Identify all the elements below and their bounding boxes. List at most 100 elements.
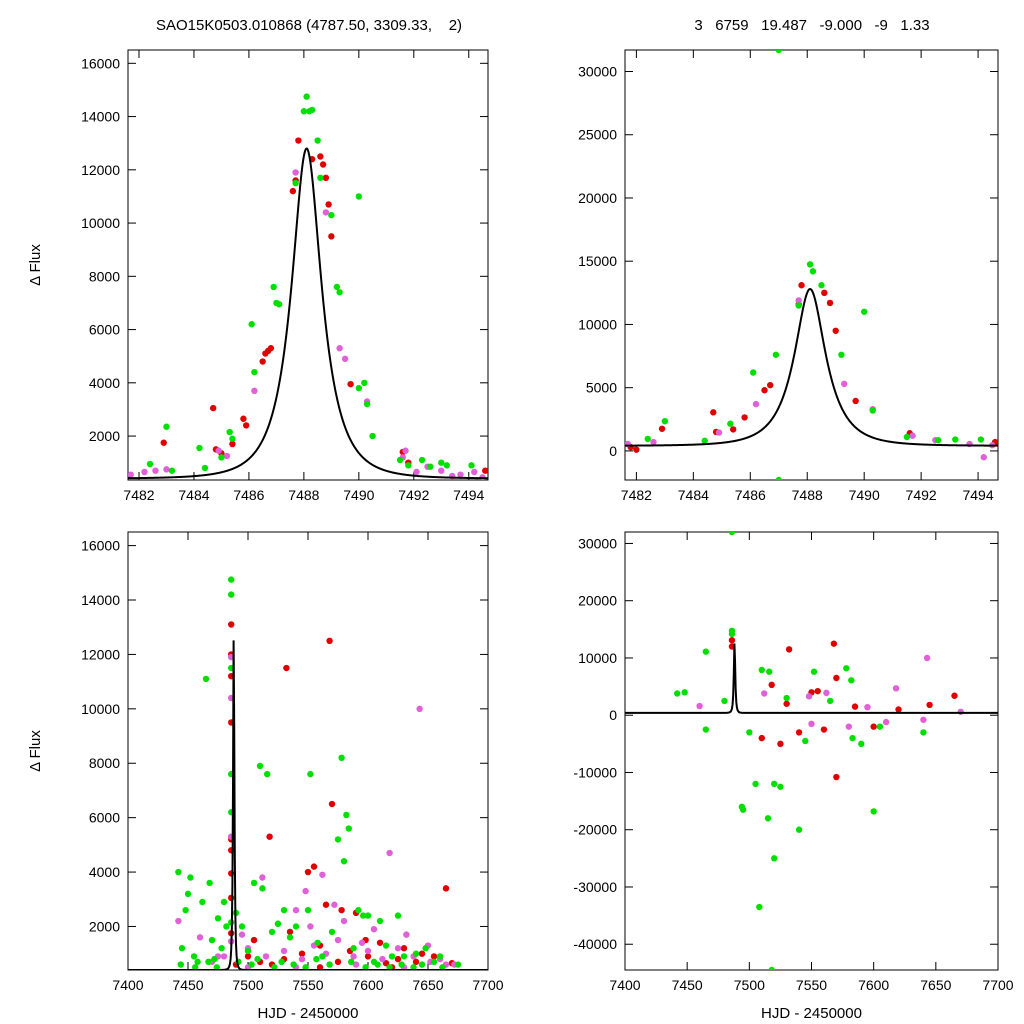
data-point-red xyxy=(160,439,167,446)
data-point-pink xyxy=(386,849,393,857)
data-point-red xyxy=(814,687,821,695)
y-tick-label: 8000 xyxy=(89,755,120,771)
data-point-green xyxy=(430,958,438,966)
x-tick-label: 7650 xyxy=(920,977,951,993)
data-point-red xyxy=(768,681,775,689)
data-point-pink xyxy=(298,955,306,963)
data-point-pink xyxy=(220,953,228,960)
data-point-green xyxy=(728,630,736,638)
data-point-green xyxy=(661,417,669,425)
data-point-green xyxy=(674,690,681,697)
data-point-pink xyxy=(957,708,964,715)
x-tick-label: 7500 xyxy=(734,977,765,993)
data-point-red xyxy=(319,161,327,168)
y-tick-label: 10000 xyxy=(578,316,617,332)
data-point-green xyxy=(362,964,369,970)
data-point-green xyxy=(746,729,753,736)
data-point-pink xyxy=(334,936,342,944)
data-point-red xyxy=(289,187,297,195)
data-point-red xyxy=(242,422,250,429)
data-point-green xyxy=(163,423,170,430)
data-point-pink xyxy=(402,447,409,454)
data-point-green xyxy=(752,780,759,788)
data-point-green xyxy=(977,436,985,443)
x-tick-label: 7490 xyxy=(343,487,374,503)
y-tick-label: 12000 xyxy=(81,162,120,178)
data-point-pink xyxy=(805,693,813,700)
x-tick-label: 7484 xyxy=(678,487,709,503)
data-point-green xyxy=(721,697,728,705)
data-point-green xyxy=(345,825,352,832)
data-point-red xyxy=(266,833,273,840)
data-point-green xyxy=(818,282,825,289)
data-point-green xyxy=(313,955,320,963)
data-point-red xyxy=(895,706,902,713)
x-tick-label: 7400 xyxy=(609,977,640,993)
data-point-green xyxy=(454,961,462,968)
data-point-red xyxy=(795,729,803,736)
data-point-pink xyxy=(823,689,830,697)
data-point-green xyxy=(443,462,450,469)
y-tick-label: -20000 xyxy=(573,822,617,838)
y-tick-label: 0 xyxy=(609,707,617,723)
data-point-green xyxy=(206,879,213,887)
data-points xyxy=(625,50,998,480)
y-tick-label: 8000 xyxy=(89,268,120,284)
data-point-green xyxy=(201,464,209,472)
data-point-red xyxy=(326,637,333,645)
x-tick-label: 7494 xyxy=(962,487,993,503)
x-tick-label: 7650 xyxy=(412,977,443,993)
data-point-green xyxy=(264,770,271,778)
data-point-pink xyxy=(238,931,246,938)
data-point-green xyxy=(314,137,321,144)
plot-frame xyxy=(127,531,489,971)
data-point-green xyxy=(806,261,814,268)
data-point-green xyxy=(739,806,747,813)
data-point-green xyxy=(355,906,362,914)
data-point-red xyxy=(851,703,859,710)
x-tick-label: 7488 xyxy=(792,487,823,503)
x-tick-label: 7494 xyxy=(453,487,484,503)
data-point-red xyxy=(710,409,717,416)
data-point-green xyxy=(317,174,324,182)
data-point-red xyxy=(820,726,828,733)
data-point-red xyxy=(250,936,258,944)
x-tick-label: 7700 xyxy=(982,977,1013,993)
data-point-green xyxy=(228,576,235,583)
y-tick-label: -40000 xyxy=(573,936,617,952)
data-point-red xyxy=(304,868,312,876)
x-tick-label: 7400 xyxy=(112,977,143,993)
data-point-red xyxy=(316,964,324,970)
data-point-green xyxy=(758,666,765,674)
data-point-green xyxy=(810,668,818,675)
x-tick-label: 7492 xyxy=(906,487,937,503)
data-point-green xyxy=(314,939,321,946)
data-point-green xyxy=(427,463,434,470)
x-tick-label: 7486 xyxy=(735,487,766,503)
data-point-red xyxy=(209,404,217,412)
data-point-red xyxy=(728,637,736,644)
data-point-green xyxy=(369,432,376,440)
data-point-green xyxy=(363,400,371,408)
data-point-green xyxy=(728,532,736,536)
data-point-green xyxy=(418,456,426,464)
data-point-pink xyxy=(696,702,703,710)
y-tick-label: 5000 xyxy=(586,380,617,396)
data-point-pink xyxy=(438,467,445,474)
data-point-green xyxy=(355,384,363,392)
data-point-green xyxy=(952,436,959,443)
y-tick-label: 16000 xyxy=(81,55,120,71)
data-point-red xyxy=(442,885,450,892)
data-point-red xyxy=(317,153,324,160)
data-point-red xyxy=(310,863,318,870)
data-point-green xyxy=(326,961,333,968)
data-point-pink xyxy=(980,454,987,461)
data-point-red xyxy=(785,646,793,653)
data-point-green xyxy=(278,958,285,966)
y-tick-label: 14000 xyxy=(81,109,120,125)
data-point-red xyxy=(658,425,666,432)
x-axis-label: HJD - 2450000 xyxy=(258,1005,359,1022)
data-point-pink xyxy=(331,901,338,908)
data-point-green xyxy=(256,762,264,770)
data-point-green xyxy=(274,920,282,927)
